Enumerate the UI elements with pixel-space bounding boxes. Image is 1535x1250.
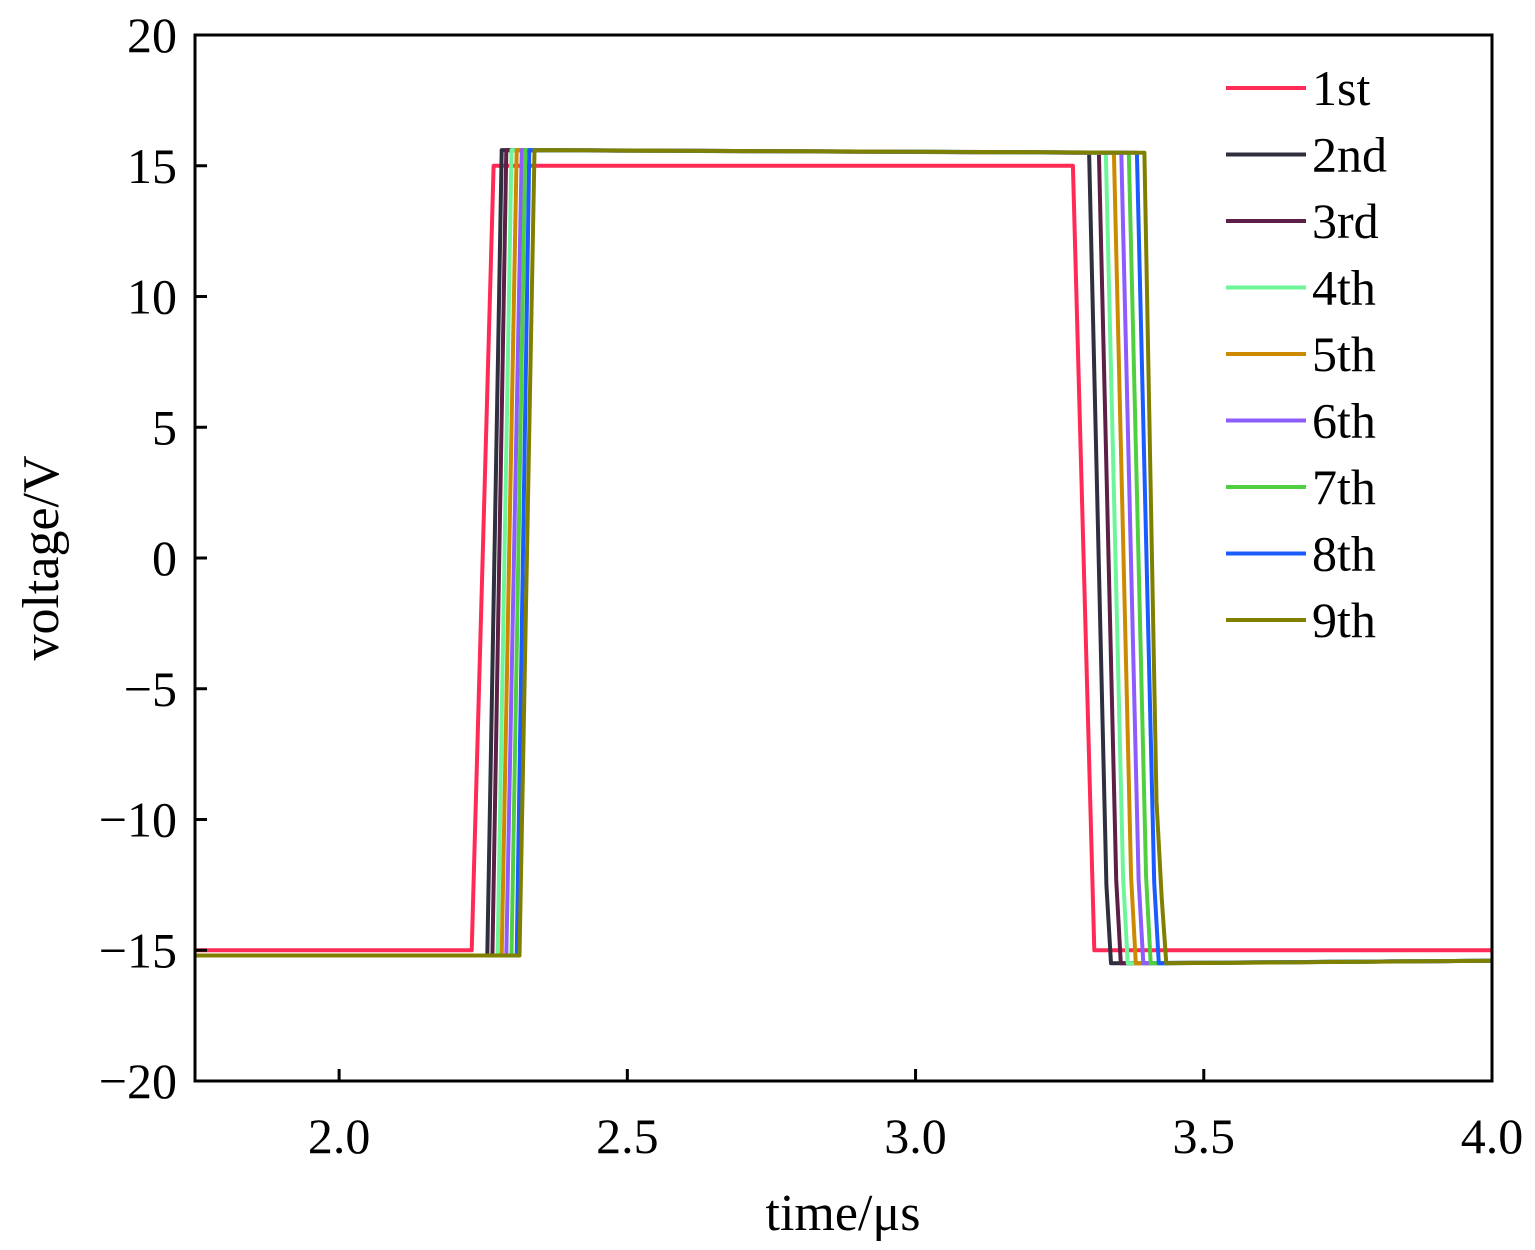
x-tick-label: 3.5: [1173, 1108, 1236, 1164]
series-line-5th: [195, 148, 1493, 966]
series-line-8th: [195, 148, 1493, 966]
series-line-9th: [195, 148, 1493, 966]
legend-label-9th: 9th: [1312, 592, 1376, 648]
x-tick-label: 2.5: [596, 1108, 659, 1164]
legend-label-4th: 4th: [1312, 260, 1376, 316]
y-tick-label: −5: [124, 661, 177, 717]
y-tick-label: 5: [152, 399, 177, 455]
legend-label-2nd: 2nd: [1312, 127, 1387, 183]
series-line-6th: [195, 148, 1493, 966]
y-axis-label: voltage/V: [13, 455, 70, 660]
legend-label-1st: 1st: [1312, 60, 1370, 116]
legend-label-5th: 5th: [1312, 326, 1376, 382]
x-tick-label: 4.0: [1461, 1108, 1524, 1164]
plot-frame: [193, 33, 1494, 1083]
legend-label-8th: 8th: [1312, 526, 1376, 582]
y-tick-label: 0: [152, 530, 177, 586]
legend-label-3rd: 3rd: [1312, 193, 1379, 249]
series-line-4th: [195, 148, 1493, 966]
y-tick-label: −10: [99, 792, 177, 848]
series-line-2nd: [195, 148, 1493, 966]
y-tick-label: −20: [99, 1053, 177, 1109]
series-line-1st: [195, 163, 1492, 953]
legend-label-6th: 6th: [1312, 393, 1376, 449]
legend-label-7th: 7th: [1312, 459, 1376, 515]
series-line-7th: [195, 148, 1493, 966]
y-tick-label: 15: [127, 138, 177, 194]
ticks-layer: 2.0 2.5 3.0 3.5 4.0 20 15 10 5 0 −5 −10 −15 −20: [99, 7, 1523, 1164]
series-line-3rd: [195, 148, 1493, 966]
series-layer: [195, 148, 1493, 966]
y-tick-label: 20: [127, 7, 177, 63]
x-axis-label: time/μs: [766, 1185, 921, 1242]
legend: 1st 2nd 3rd 4th 5th 6th 7th 8th 9th: [1226, 60, 1387, 648]
y-tick-label: 10: [127, 269, 177, 325]
x-tick-label: 2.0: [308, 1108, 371, 1164]
y-tick-label: −15: [99, 922, 177, 978]
x-tick-label: 3.0: [884, 1108, 947, 1164]
